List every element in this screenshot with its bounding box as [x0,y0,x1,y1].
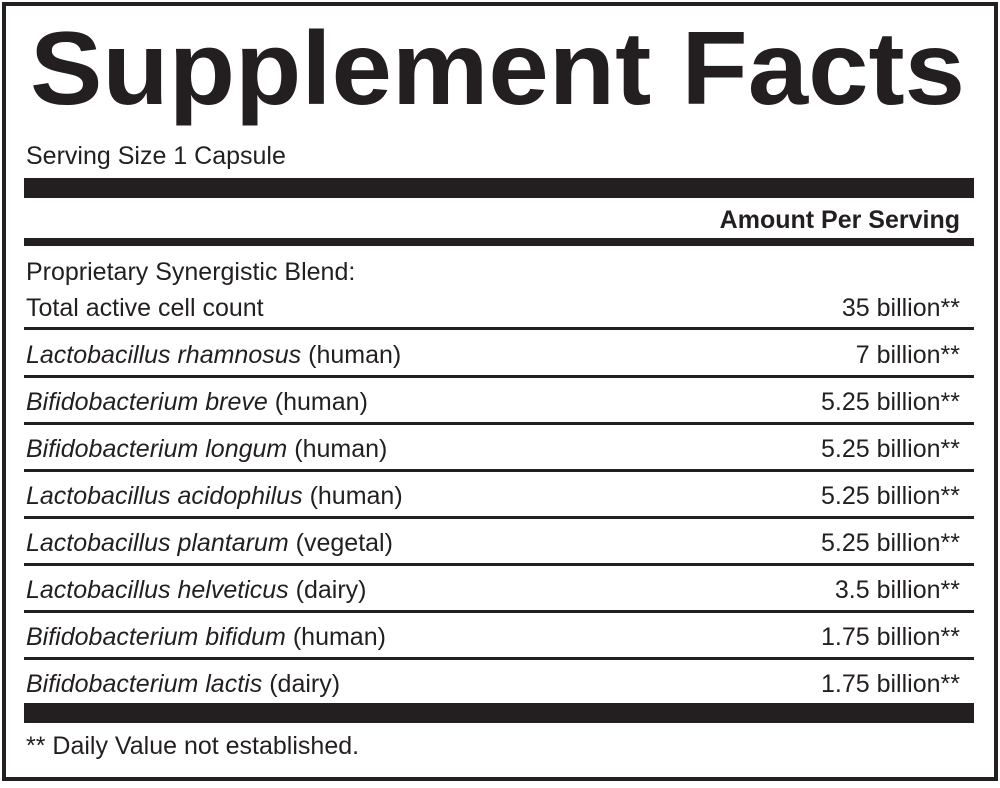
row-rule [24,657,974,660]
ingredient: Bifidobacterium bifidum (human) [26,623,386,651]
ingredient-source: (human) [308,341,401,369]
thick-rule [24,703,974,723]
row-rule [24,610,974,613]
row-rule [24,469,974,472]
ingredient-source: (vegetal) [296,529,393,557]
ingredient-source: (human) [293,623,386,651]
medium-rule [24,238,974,246]
label-title: Supplement Facts [30,11,965,127]
amount-header: Amount Per Serving [720,206,960,234]
ingredient-name: Bifidobacterium longum [26,435,287,463]
ingredient-name: Lactobacillus rhamnosus [26,341,301,369]
ingredient-name: Bifidobacterium breve [26,388,268,416]
ingredient: Lactobacillus helveticus (dairy) [26,576,367,604]
ingredient-name: Lactobacillus helveticus [26,576,289,604]
ingredient-source: (human) [310,482,403,510]
row-rule [24,422,974,425]
ingredient-amount: 3.5 billion** [835,576,960,604]
ingredient: Bifidobacterium breve (human) [26,388,368,416]
row-rule [24,327,974,330]
ingredient-amount: 5.25 billion** [821,388,960,416]
ingredient: Bifidobacterium lactis (dairy) [26,670,340,698]
ingredient-amount: 1.75 billion** [821,670,960,698]
ingredient-name: Lactobacillus acidophilus [26,482,303,510]
ingredient: Lactobacillus plantarum (vegetal) [26,529,393,557]
row-rule [24,375,974,378]
blend-amount: 35 billion** [842,294,960,322]
ingredient-name: Bifidobacterium lactis [26,670,262,698]
ingredient-source: (human) [294,435,387,463]
ingredient-source: (dairy) [269,670,340,698]
blend-label: Total active cell count [26,294,264,322]
footnote: ** Daily Value not established. [26,732,359,760]
ingredient-amount: 5.25 billion** [821,435,960,463]
ingredient-name: Bifidobacterium bifidum [26,623,286,651]
ingredient-rows: Lactobacillus rhamnosus (human) 7 billion*… [24,341,974,698]
ingredient: Lactobacillus acidophilus (human) [26,482,403,510]
ingredient-source: (dairy) [296,576,367,604]
row-rule [24,563,974,566]
ingredient-amount: 1.75 billion** [821,623,960,651]
row-rule [24,516,974,519]
serving-size: Serving Size 1 Capsule [26,142,286,170]
blend-name: Proprietary Synergistic Blend: [26,258,355,286]
ingredient: Lactobacillus rhamnosus (human) [26,341,401,369]
ingredient-amount: 7 billion** [856,341,961,369]
ingredient-amount: 5.25 billion** [821,529,960,557]
ingredient-source: (human) [275,388,368,416]
ingredient-amount: 5.25 billion** [821,482,960,510]
ingredient: Bifidobacterium longum (human) [26,435,387,463]
ingredient-name: Lactobacillus plantarum [26,529,289,557]
thick-rule [24,178,974,198]
